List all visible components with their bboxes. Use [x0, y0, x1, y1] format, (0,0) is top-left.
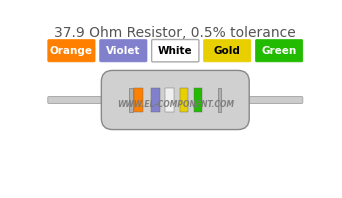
Text: White: White — [158, 46, 193, 56]
Text: Orange: Orange — [50, 46, 93, 56]
Bar — [194, 89, 202, 111]
FancyBboxPatch shape — [100, 40, 147, 62]
Text: Violet: Violet — [106, 46, 141, 56]
Text: Green: Green — [262, 46, 297, 56]
Bar — [129, 88, 133, 112]
Bar — [180, 89, 188, 111]
Text: 37.9 Ohm Resistor, 0.5% tolerance: 37.9 Ohm Resistor, 0.5% tolerance — [54, 26, 296, 40]
Bar — [151, 89, 160, 111]
FancyBboxPatch shape — [131, 82, 220, 118]
Text: WWW.EL-COMPONENT.COM: WWW.EL-COMPONENT.COM — [117, 100, 234, 109]
FancyBboxPatch shape — [231, 96, 303, 103]
Bar — [134, 89, 143, 111]
Text: Gold: Gold — [214, 46, 241, 56]
Bar — [165, 89, 174, 111]
FancyBboxPatch shape — [48, 96, 120, 103]
FancyBboxPatch shape — [203, 40, 251, 62]
FancyBboxPatch shape — [255, 40, 303, 62]
FancyBboxPatch shape — [101, 70, 249, 129]
FancyBboxPatch shape — [152, 40, 199, 62]
FancyBboxPatch shape — [48, 40, 95, 62]
Bar — [218, 88, 221, 112]
